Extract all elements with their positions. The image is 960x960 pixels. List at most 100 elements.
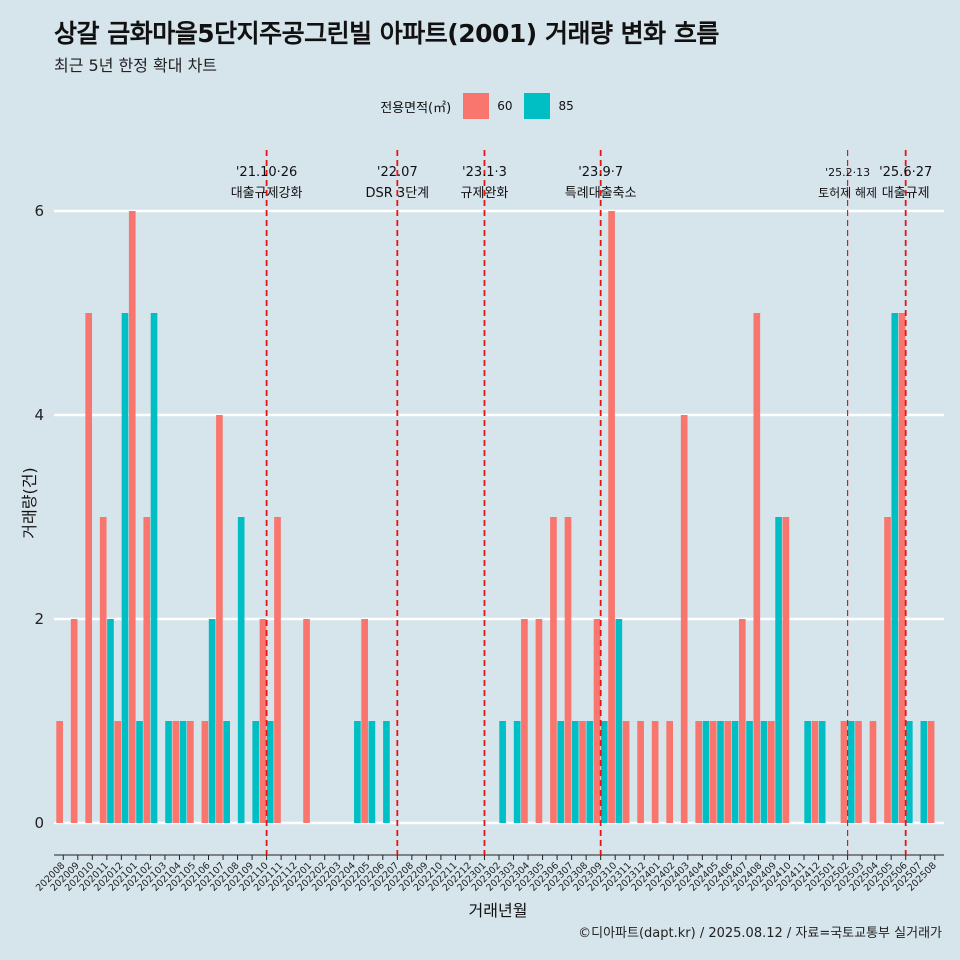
bar-202407-60 bbox=[738, 619, 746, 823]
bar-202408-85 bbox=[760, 721, 768, 823]
bar-202504-60 bbox=[869, 721, 877, 823]
bar-202404-60 bbox=[695, 721, 703, 823]
bar-202502-60 bbox=[840, 721, 848, 823]
bar-202506-85 bbox=[905, 721, 913, 823]
chart-subtitle: 최근 5년 한정 확대 차트 bbox=[54, 56, 218, 75]
x-axis-title: 거래년월 bbox=[468, 901, 528, 920]
bar-202012-60 bbox=[114, 721, 122, 823]
chart-title: 상갈 금화마을5단지주공그린빌 아파트(2001) 거래량 변화 흐름 bbox=[54, 19, 719, 48]
bar-202011-60 bbox=[99, 517, 107, 823]
bar-202012-85 bbox=[121, 313, 129, 823]
bar-202412-85 bbox=[818, 721, 826, 823]
bar-202311-60 bbox=[622, 721, 630, 823]
bar-202405-85 bbox=[717, 721, 724, 823]
bar-202507-85 bbox=[920, 721, 928, 823]
source-caption: ©디아파트(dapt.kr) / 2025.08.12 / 자료=국토교통부 실… bbox=[578, 926, 942, 941]
bar-202105-60 bbox=[187, 721, 194, 823]
bar-202104-85 bbox=[179, 721, 187, 823]
bar-202406-85 bbox=[731, 721, 739, 823]
bar-202508-60 bbox=[927, 721, 935, 823]
bar-202402-60 bbox=[666, 721, 673, 823]
bar-202506-60 bbox=[898, 313, 906, 823]
legend-key-85 bbox=[524, 93, 551, 119]
bar-202010-60 bbox=[85, 313, 93, 823]
bar-202305-60 bbox=[535, 619, 543, 823]
bar-202502-85 bbox=[847, 721, 855, 823]
bar-202505-60 bbox=[884, 517, 891, 823]
bar-202307-60 bbox=[564, 517, 572, 823]
bar-202104-60 bbox=[172, 721, 180, 823]
legend-key-60 bbox=[463, 93, 490, 119]
annotation-text-202110: 대출규제강화 bbox=[231, 186, 303, 201]
bar-202304-60 bbox=[521, 619, 528, 823]
bar-202410-60 bbox=[782, 517, 790, 823]
bar-202409-85 bbox=[775, 517, 782, 823]
bar-202102-85 bbox=[150, 313, 158, 823]
annotation-date-202207: '22.07 bbox=[377, 165, 418, 180]
annotation-text-202301: 규제완화 bbox=[461, 186, 509, 201]
annotation-date-202502: '25.2·13 bbox=[825, 166, 870, 179]
bar-202406-60 bbox=[724, 721, 732, 823]
bar-202204-85 bbox=[354, 721, 361, 823]
bar-202201-60 bbox=[303, 619, 310, 823]
bar-202111-60 bbox=[274, 517, 281, 823]
bar-202103-85 bbox=[165, 721, 172, 823]
bar-202309-60 bbox=[593, 619, 601, 823]
bar-202306-85 bbox=[557, 721, 565, 823]
bar-202308-85 bbox=[586, 721, 594, 823]
bar-202411-85 bbox=[804, 721, 811, 823]
annotation-text-202207: DSR 3단계 bbox=[366, 186, 430, 201]
bar-202110-60 bbox=[259, 619, 267, 823]
y-tick-label-4: 4 bbox=[34, 406, 44, 424]
annotation-text-202502: 토허제 해제 bbox=[818, 186, 877, 200]
annotation-text-202506: 대출규제 bbox=[882, 186, 930, 201]
bar-202503-60 bbox=[855, 721, 862, 823]
bar-202404-85 bbox=[702, 721, 710, 823]
annotation-text-202309: 특례대출축소 bbox=[565, 186, 637, 201]
bar-202312-60 bbox=[637, 721, 644, 823]
bar-202308-60 bbox=[579, 721, 586, 823]
bar-202409-60 bbox=[768, 721, 775, 823]
bar-202306-60 bbox=[550, 517, 557, 823]
legend-label-60: 60 bbox=[497, 99, 513, 113]
bar-202309-85 bbox=[600, 721, 608, 823]
bar-202106-60 bbox=[201, 721, 209, 823]
y-tick-label-6: 6 bbox=[34, 202, 44, 220]
legend-title: 전용면적(㎡) bbox=[380, 100, 452, 116]
y-axis-title: 거래량(건) bbox=[20, 467, 39, 539]
bar-202405-60 bbox=[709, 721, 717, 823]
legend-label-85: 85 bbox=[558, 99, 574, 113]
bar-202403-60 bbox=[680, 415, 688, 823]
annotation-date-202309: '23.9·7 bbox=[578, 165, 623, 180]
bar-202106-85 bbox=[208, 619, 216, 823]
bar-202110-85 bbox=[266, 721, 274, 823]
bar-202107-60 bbox=[216, 415, 223, 823]
annotation-date-202301: '23.1·3 bbox=[462, 165, 507, 180]
bar-202408-60 bbox=[753, 313, 761, 823]
y-tick-label-2: 2 bbox=[34, 610, 44, 628]
bar-202310-60 bbox=[608, 211, 615, 823]
bar-202505-85 bbox=[891, 313, 899, 823]
y-tick-label-0: 0 bbox=[34, 814, 44, 832]
bar-202102-60 bbox=[143, 517, 151, 823]
annotation-date-202506: '25.6·27 bbox=[879, 165, 932, 180]
bar-202109-85 bbox=[252, 721, 260, 823]
bar-202407-85 bbox=[746, 721, 753, 823]
bar-202107-85 bbox=[223, 721, 230, 823]
bar-202303-85 bbox=[513, 721, 521, 823]
bar-202101-85 bbox=[136, 721, 143, 823]
bar-202108-85 bbox=[237, 517, 245, 823]
bar-202008-60 bbox=[56, 721, 63, 823]
bar-202302-85 bbox=[499, 721, 506, 823]
bar-202101-60 bbox=[128, 211, 136, 823]
annotation-date-202110: '21.10·26 bbox=[236, 165, 297, 180]
bar-202401-60 bbox=[651, 721, 659, 823]
bar-202412-60 bbox=[811, 721, 819, 823]
bar-202206-85 bbox=[383, 721, 390, 823]
bar-202011-85 bbox=[107, 619, 114, 823]
bar-202310-85 bbox=[615, 619, 623, 823]
bar-202009-60 bbox=[70, 619, 78, 823]
bar-202205-60 bbox=[361, 619, 368, 823]
bar-202307-85 bbox=[571, 721, 579, 823]
